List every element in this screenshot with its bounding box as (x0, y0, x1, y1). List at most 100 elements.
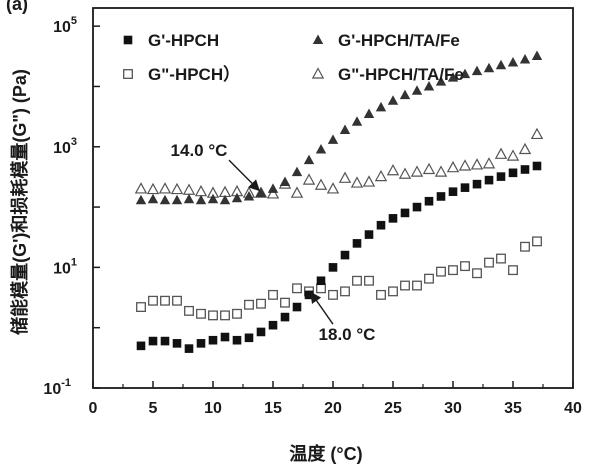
data-point (412, 202, 422, 212)
data-point (316, 276, 326, 286)
data-point (207, 193, 219, 204)
data-point (434, 165, 448, 177)
data-point (350, 176, 364, 188)
data-point (352, 275, 362, 286)
data-point (147, 193, 159, 204)
legend-label: G"-HPCH/TA/Fe (338, 65, 464, 84)
data-point (459, 68, 471, 79)
legend-label: G'-HPCH/TA/Fe (338, 31, 460, 50)
data-point (447, 72, 459, 82)
series-triangle-filled (135, 50, 543, 205)
data-point (232, 308, 242, 319)
data-point (399, 89, 411, 100)
data-point (220, 332, 230, 342)
data-point (196, 339, 206, 348)
data-point (422, 162, 436, 175)
data-point (411, 85, 423, 95)
data-point (364, 275, 374, 286)
data-point (328, 263, 338, 272)
data-point (184, 305, 194, 316)
x-tick-label: 0 (89, 400, 98, 417)
data-point (148, 295, 158, 306)
data-point (171, 194, 183, 205)
x-tick-label: 15 (264, 400, 282, 417)
panel-label: (a) (6, 0, 28, 14)
data-point (374, 169, 388, 182)
data-point (268, 320, 278, 330)
data-point (484, 257, 494, 268)
data-point (352, 239, 362, 248)
data-point (483, 62, 495, 73)
data-point (460, 261, 470, 272)
data-point (388, 214, 398, 223)
data-point (423, 80, 435, 91)
data-point (518, 142, 532, 155)
y-axis-title: 储能模量(G')和损耗模量(G") (Pa) (9, 69, 30, 336)
data-point (506, 149, 520, 161)
data-point (316, 283, 326, 294)
y-tick-label: 10-1 (43, 377, 71, 398)
data-point (134, 182, 148, 194)
data-point (231, 192, 243, 203)
data-point (496, 253, 506, 264)
data-point (375, 101, 387, 112)
data-point (328, 289, 338, 300)
data-point (244, 299, 254, 310)
data-point (135, 194, 147, 205)
data-point (496, 172, 506, 181)
series-triangle-open (134, 127, 544, 199)
annotations: 14.0 °C 18.0 °C (171, 141, 376, 344)
data-point (387, 95, 399, 105)
data-point (266, 187, 280, 199)
data-point (435, 76, 447, 86)
data-point (279, 176, 291, 187)
data-point (400, 280, 410, 291)
x-tick-label: 30 (444, 400, 462, 417)
data-point (268, 289, 278, 300)
data-point (424, 196, 434, 206)
data-point (292, 283, 302, 294)
data-point (398, 167, 412, 179)
data-point (520, 165, 530, 174)
x-tick-label: 5 (149, 400, 158, 417)
data-point (351, 116, 363, 126)
data-point (508, 168, 518, 178)
data-point (376, 220, 386, 230)
legend-label: G"-HPCH） (148, 64, 240, 84)
series-square-open (136, 236, 542, 321)
data-point (232, 335, 242, 345)
data-point (172, 295, 182, 306)
data-point (326, 182, 340, 194)
data-point (340, 250, 350, 260)
data-point (146, 182, 160, 195)
data-point (302, 173, 316, 185)
data-point (220, 310, 230, 321)
data-point (219, 194, 231, 205)
data-point (472, 179, 482, 189)
x-axis-title: 温度 (°C) (289, 443, 362, 464)
y-tick-label: 105 (53, 15, 77, 36)
data-point (183, 193, 195, 204)
annotation-label: 18.0 °C (319, 325, 376, 344)
data-point (291, 166, 303, 177)
data-point (158, 182, 172, 194)
data-point (338, 171, 352, 183)
data-point (519, 53, 531, 64)
data-point (363, 108, 375, 118)
data-point (494, 147, 508, 159)
data-point (532, 161, 542, 171)
data-point (303, 154, 315, 165)
data-point (195, 194, 207, 205)
legend-marker (123, 35, 133, 45)
data-point (160, 295, 170, 306)
data-point (243, 190, 255, 201)
data-point (362, 175, 376, 187)
data-point (400, 208, 410, 218)
data-point (472, 268, 482, 279)
data-point (446, 160, 460, 173)
data-point (410, 165, 424, 177)
x-tick-label: 35 (504, 400, 522, 417)
data-point (160, 336, 170, 346)
data-point (412, 280, 422, 291)
